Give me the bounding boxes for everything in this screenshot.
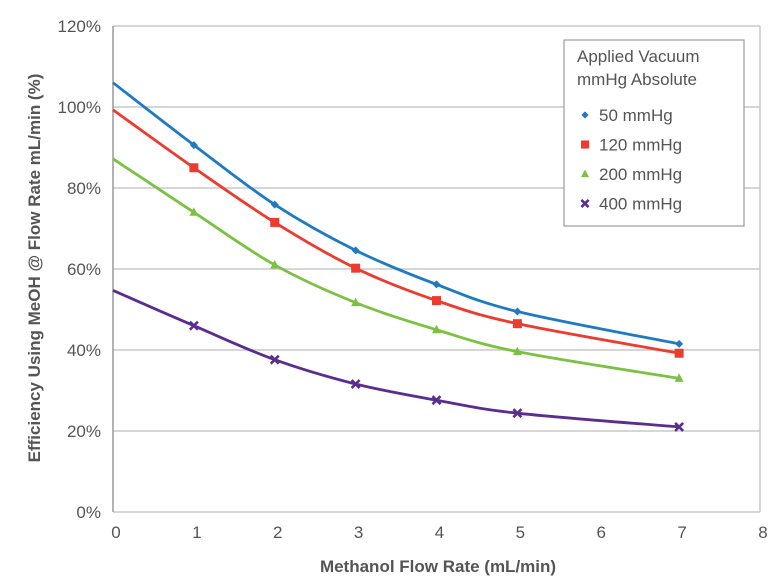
data-point — [512, 319, 522, 329]
data-point — [270, 259, 280, 269]
x-tick-label: 6 — [597, 523, 606, 542]
data-point — [432, 324, 441, 334]
legend-label: 200 mmHg — [599, 165, 682, 184]
x-tick-label: 2 — [273, 523, 282, 542]
data-point — [513, 307, 522, 316]
y-tick-label: 40% — [67, 341, 101, 360]
legend: Applied Vacuum mmHg Absolute 50 mmHg 120 … — [563, 39, 745, 227]
data-point — [270, 200, 279, 209]
data-point — [431, 395, 442, 406]
legend-box — [563, 39, 745, 227]
data-point — [674, 373, 684, 382]
x-tick-label: 8 — [758, 523, 767, 542]
trendline-400-mmhg — [112, 289, 680, 429]
legend-marker — [581, 111, 589, 119]
x-tick-label: 7 — [677, 523, 686, 542]
data-point — [269, 354, 280, 365]
x-tick-label: 3 — [354, 523, 363, 542]
data-point — [189, 141, 198, 150]
x-tick-label: 1 — [192, 523, 201, 542]
y-tick-label: 20% — [67, 422, 101, 441]
data-point — [270, 217, 280, 227]
data-point — [351, 263, 361, 273]
y-tick-label: 60% — [67, 260, 101, 279]
legend-marker — [580, 169, 590, 178]
legend-marker — [580, 198, 590, 209]
data-point — [351, 297, 361, 307]
data-point — [351, 246, 360, 255]
y-tick-label: 80% — [67, 179, 101, 198]
y-tick-label: 120% — [58, 17, 101, 36]
y-tick-label: 0% — [76, 503, 101, 522]
data-point — [188, 320, 199, 331]
legend-label: 400 mmHg — [599, 195, 682, 214]
y-tick-label: 100% — [58, 98, 101, 117]
data-point — [432, 280, 441, 289]
legend-title-line1: Applied Vacuum — [577, 47, 700, 66]
legend-label: 50 mmHg — [599, 106, 673, 125]
data-point — [189, 207, 199, 216]
x-axis-label: Methanol Flow Rate (mL/min) — [320, 557, 556, 576]
data-point — [512, 408, 523, 419]
data-point — [512, 346, 522, 356]
legend-title-line2: mmHg Absolute — [577, 70, 697, 89]
legend-label: 120 mmHg — [599, 136, 682, 155]
data-point — [350, 379, 361, 389]
data-point — [675, 339, 684, 348]
x-tick-label: 0 — [111, 523, 120, 542]
data-point — [674, 422, 685, 432]
data-point — [432, 296, 441, 306]
legend-marker — [580, 140, 590, 149]
x-tick-label: 4 — [435, 523, 444, 542]
y-axis-label: Efficiency Using MeOH @ Flow Rate mL/min… — [25, 74, 44, 463]
data-point — [189, 163, 199, 173]
data-point — [674, 348, 684, 358]
x-tick-label: 5 — [516, 523, 525, 542]
